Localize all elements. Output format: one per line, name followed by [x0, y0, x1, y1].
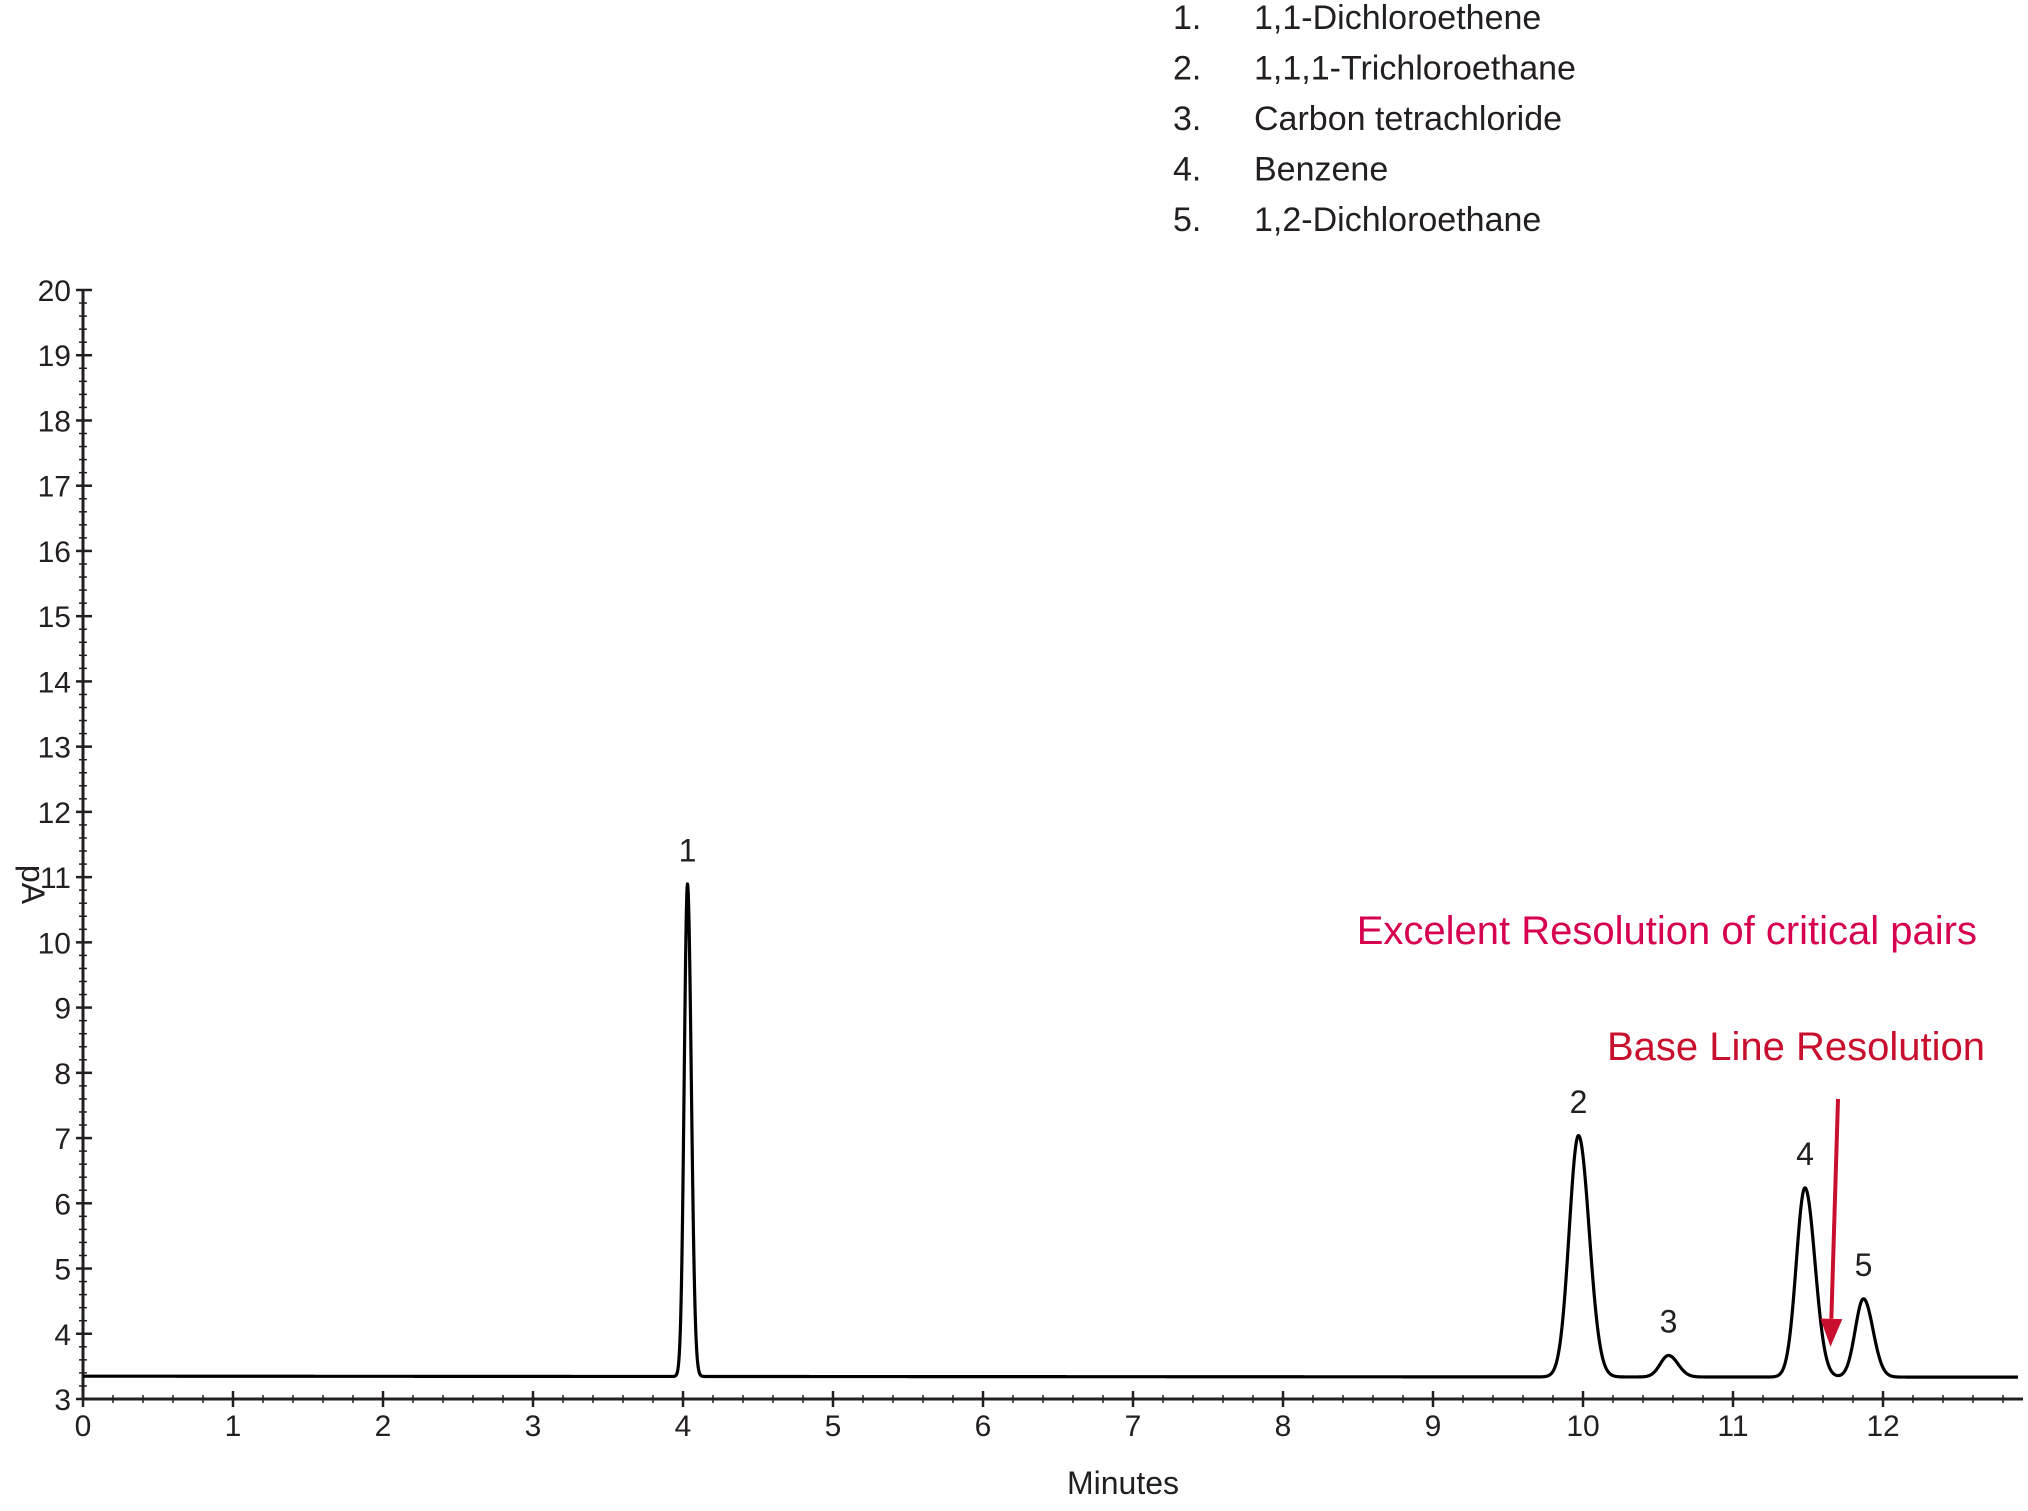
x-tick-label: 10	[1566, 1410, 1599, 1443]
x-tick-label: 5	[825, 1410, 842, 1443]
legend-item-name: Carbon tetrachloride	[1254, 100, 1562, 138]
peak-label-1: 1	[679, 833, 697, 869]
x-tick-label: 4	[675, 1410, 692, 1443]
y-tick-label: 5	[54, 1254, 71, 1287]
y-tick-label: 17	[38, 471, 71, 504]
legend-item-name: Benzene	[1254, 151, 1388, 189]
trace-group	[81, 882, 2020, 1379]
legend-item-name: 1,1-Dichloroethene	[1254, 0, 1541, 37]
y-axis-title: pA	[15, 865, 51, 905]
y-tick-label: 18	[38, 405, 71, 438]
x-tick-label: 3	[525, 1410, 542, 1443]
x-tick-label: 2	[375, 1410, 392, 1443]
legend-item-number: 3.	[1173, 100, 1201, 138]
legend-item-name: 1,1,1-Trichloroethane	[1254, 50, 1576, 88]
legend-item-number: 1.	[1173, 0, 1201, 37]
x-tick-label: 6	[975, 1410, 992, 1443]
y-tick-label: 7	[54, 1123, 71, 1156]
y-tick-label: 4	[54, 1319, 71, 1352]
x-tick-label: 1	[225, 1410, 242, 1443]
legend-item-number: 4.	[1173, 151, 1201, 189]
x-tick-label: 8	[1275, 1410, 1292, 1443]
y-tick-label: 20	[38, 275, 71, 308]
y-tick-label: 9	[54, 993, 71, 1026]
peak-label-3: 3	[1660, 1304, 1678, 1340]
legend-item-name: 1,2-Dichloroethane	[1254, 201, 1541, 239]
y-tick-label: 8	[54, 1058, 71, 1091]
peak-labels: 1 2 3 4 5	[679, 833, 1873, 1340]
x-tick-label: 12	[1866, 1410, 1899, 1443]
y-tick-label: 11	[40, 862, 71, 895]
y-tick-label: 12	[38, 797, 71, 830]
legend-item-number: 2.	[1173, 50, 1201, 88]
legend-item-number: 5.	[1173, 201, 1201, 239]
chromatogram-trace	[81, 882, 2020, 1379]
annotations: Excelent Resolution of critical pairs Bas…	[1357, 909, 1985, 1347]
x-tick-label: 7	[1125, 1410, 1142, 1443]
x-tick-label: 9	[1425, 1410, 1442, 1443]
resolution-arrow-head	[1820, 1318, 1843, 1347]
x-tick-label: 0	[75, 1410, 92, 1443]
peak-label-5: 5	[1855, 1247, 1873, 1283]
y-tick-label: 3	[54, 1384, 71, 1417]
y-tick-label: 6	[54, 1188, 71, 1221]
y-tick-label: 13	[38, 732, 71, 765]
peak-label-4: 4	[1796, 1136, 1814, 1172]
x-tick-label: 11	[1717, 1410, 1748, 1443]
y-tick-label: 19	[38, 340, 71, 373]
peak-label-2: 2	[1570, 1084, 1588, 1120]
y-tick-label: 15	[38, 601, 71, 634]
legend: 1. 1,1-Dichloroethene 2. 1,1,1-Trichloroeth…	[1173, 0, 1576, 239]
annotation-resolution-note: Excelent Resolution of critical pairs	[1357, 909, 1977, 953]
resolution-arrow-shaft	[1829, 1098, 1840, 1319]
y-tick-label: 16	[38, 536, 71, 569]
y-tick-label: 10	[38, 927, 71, 960]
annotation-baseline-note: Base Line Resolution	[1607, 1025, 1985, 1069]
x-axis-title: Minutes	[1067, 1465, 1179, 1501]
y-tick-label: 14	[38, 666, 71, 699]
